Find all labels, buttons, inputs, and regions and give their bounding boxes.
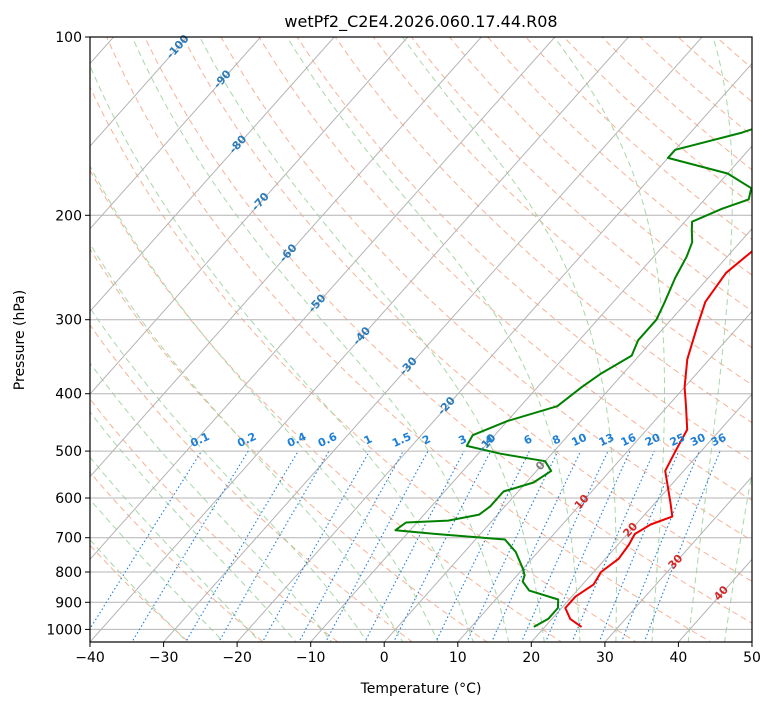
y-tick-label: 700 (55, 531, 82, 547)
y-tick-label: 900 (55, 595, 82, 611)
x-tick-label: −40 (75, 650, 105, 666)
y-tick-label: 200 (55, 208, 82, 224)
x-axis-label: Temperature (°C) (360, 681, 482, 697)
chart-title: wetPf2_C2E4.2026.060.17.44.R08 (284, 12, 557, 32)
y-axis-label: Pressure (hPa) (12, 290, 28, 390)
y-tick-label: 1000 (46, 622, 82, 638)
x-tick-label: 50 (743, 650, 761, 666)
x-tick-label: 40 (669, 650, 687, 666)
x-tick-label: −10 (296, 650, 326, 666)
x-tick-label: −30 (149, 650, 179, 666)
x-tick-label: 10 (449, 650, 467, 666)
y-tick-label: 600 (55, 491, 82, 507)
y-tick-label: 400 (55, 387, 82, 403)
y-tick-label: 800 (55, 565, 82, 581)
x-tick-label: 30 (596, 650, 614, 666)
y-tick-label: 500 (55, 444, 82, 460)
x-tick-label: 0 (380, 650, 389, 666)
x-tick-label: −20 (222, 650, 252, 666)
y-tick-label: 300 (55, 313, 82, 329)
x-tick-label: 20 (522, 650, 540, 666)
y-tick-label: 100 (55, 30, 82, 46)
